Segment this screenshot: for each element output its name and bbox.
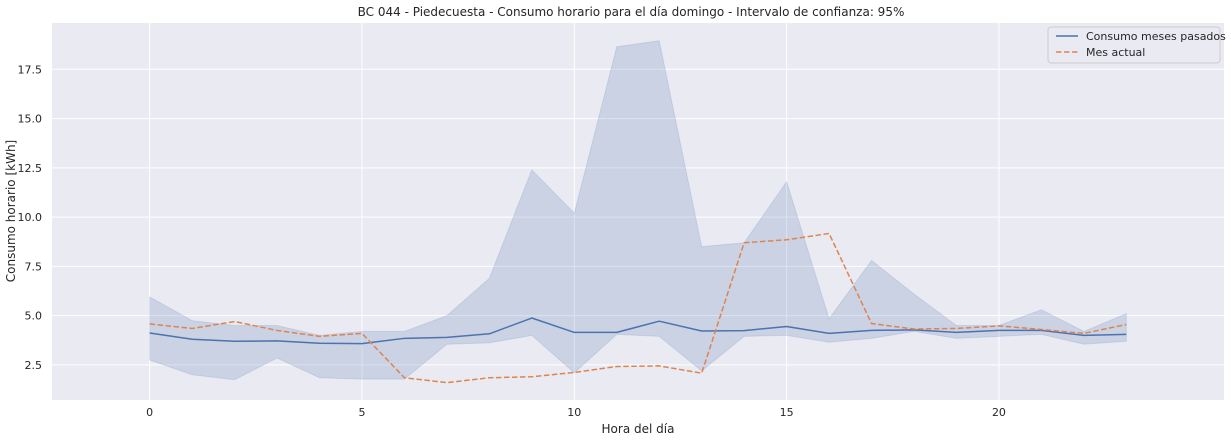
x-tick-label: 20: [992, 406, 1006, 419]
y-tick-label: 7.5: [25, 260, 43, 273]
y-axis-ticks: 2.5 5.0 7.5 10.0 12.5 15.0 17.5: [18, 63, 43, 372]
y-tick-label: 10.0: [18, 211, 43, 224]
y-tick-label: 15.0: [18, 113, 43, 126]
x-axis-label: Hora del día: [602, 422, 675, 436]
confidence-bands: [149, 40, 1127, 381]
chart-title: BC 044 - Piedecuesta - Consumo horario p…: [358, 5, 905, 19]
confidence-band: [149, 40, 1127, 381]
legend-label: Mes actual: [1086, 46, 1145, 59]
y-tick-label: 5.0: [25, 310, 43, 323]
legend-label: Consumo meses pasados: [1086, 30, 1226, 43]
legend-box: [1047, 26, 1221, 64]
x-axis-ticks: 0 5 10 15 20: [146, 406, 1006, 419]
y-tick-label: 12.5: [18, 162, 43, 175]
series-line-1: [149, 317, 1127, 345]
x-tick-label: 10: [567, 406, 581, 419]
x-tick-label: 5: [358, 406, 365, 419]
x-tick-label: 15: [780, 406, 794, 419]
x-tick-label: 0: [146, 406, 153, 419]
series-line-2: [149, 232, 1127, 384]
grid: [52, 23, 1224, 400]
legend: Consumo meses pasados Mes actual: [1047, 26, 1226, 64]
series-lines: [149, 232, 1127, 384]
y-tick-label: 17.5: [18, 63, 43, 76]
y-axis-label: Consumo horario [kWh]: [4, 140, 18, 282]
y-tick-label: 2.5: [25, 359, 43, 372]
plot-area: [52, 23, 1224, 400]
